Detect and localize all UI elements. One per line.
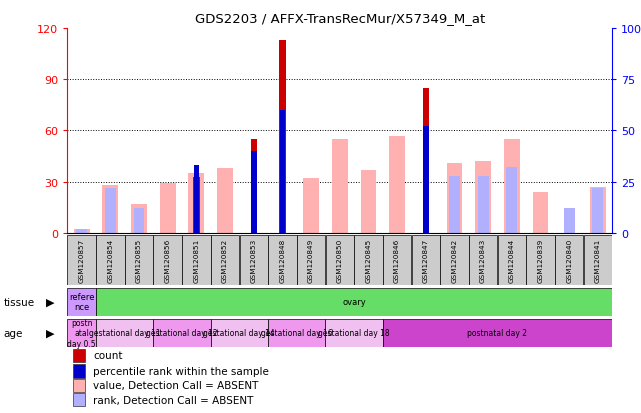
Title: GDS2203 / AFFX-TransRecMur/X57349_M_at: GDS2203 / AFFX-TransRecMur/X57349_M_at <box>195 12 485 25</box>
Bar <box>72 349 85 362</box>
Text: ▶: ▶ <box>46 328 54 338</box>
Bar <box>360 170 376 233</box>
Bar <box>469 235 497 285</box>
Bar <box>422 88 429 233</box>
Bar <box>72 365 85 378</box>
Bar <box>354 235 383 285</box>
Bar <box>526 235 554 285</box>
Text: GSM120848: GSM120848 <box>279 238 285 282</box>
Text: GSM120852: GSM120852 <box>222 238 228 282</box>
Text: GSM120847: GSM120847 <box>423 238 429 282</box>
Text: tissue: tissue <box>3 297 35 307</box>
Bar <box>297 235 325 285</box>
Text: postnatal day 2: postnatal day 2 <box>467 328 528 337</box>
Bar <box>105 188 116 233</box>
Bar <box>412 235 440 285</box>
Bar <box>478 176 488 233</box>
Bar <box>389 136 405 233</box>
Text: gestational day 18: gestational day 18 <box>318 328 390 337</box>
Text: postn
atal
day 0.5: postn atal day 0.5 <box>67 318 96 348</box>
Bar <box>182 235 210 285</box>
Text: refere
nce: refere nce <box>69 292 94 311</box>
Text: GSM120844: GSM120844 <box>509 238 515 282</box>
Bar <box>326 319 383 347</box>
Bar <box>423 127 429 233</box>
Text: GSM120841: GSM120841 <box>595 238 601 282</box>
Bar <box>67 288 96 316</box>
Text: GSM120856: GSM120856 <box>165 238 171 282</box>
Bar <box>268 235 297 285</box>
Bar <box>506 168 517 233</box>
Text: gestational day 12: gestational day 12 <box>146 328 218 337</box>
Bar <box>133 209 144 233</box>
Text: GSM120851: GSM120851 <box>194 238 199 282</box>
Bar <box>555 235 583 285</box>
Text: percentile rank within the sample: percentile rank within the sample <box>93 366 269 376</box>
Bar <box>268 319 326 347</box>
Bar <box>131 204 147 233</box>
Text: age: age <box>3 328 22 338</box>
Text: GSM120853: GSM120853 <box>251 238 256 282</box>
Bar <box>211 235 239 285</box>
Text: gestational day 16: gestational day 16 <box>261 328 333 337</box>
Bar <box>67 319 96 347</box>
Bar <box>383 319 612 347</box>
Bar <box>332 140 347 233</box>
Text: GSM120839: GSM120839 <box>537 238 544 282</box>
Bar <box>188 174 204 233</box>
Bar <box>583 235 612 285</box>
Bar <box>279 111 285 233</box>
Text: GSM120855: GSM120855 <box>136 238 142 282</box>
Text: value, Detection Call = ABSENT: value, Detection Call = ABSENT <box>93 380 258 391</box>
Text: ovary: ovary <box>342 297 366 306</box>
Bar <box>440 235 469 285</box>
Text: GSM120840: GSM120840 <box>566 238 572 282</box>
Bar <box>194 166 199 233</box>
Bar <box>217 169 233 233</box>
Bar <box>475 162 491 233</box>
Text: gestational day 14: gestational day 14 <box>203 328 275 337</box>
Bar <box>125 235 153 285</box>
Bar <box>153 235 182 285</box>
Bar <box>590 188 606 233</box>
Text: GSM120842: GSM120842 <box>451 238 458 282</box>
Text: gestational day 11: gestational day 11 <box>89 328 160 337</box>
Bar <box>153 319 211 347</box>
Bar <box>563 209 574 233</box>
Text: ▶: ▶ <box>46 297 54 307</box>
Bar <box>383 235 412 285</box>
Bar <box>449 176 460 233</box>
Bar <box>193 177 199 233</box>
Bar <box>72 393 85 406</box>
Text: GSM120843: GSM120843 <box>480 238 486 282</box>
Text: rank, Detection Call = ABSENT: rank, Detection Call = ABSENT <box>93 395 253 405</box>
Bar <box>592 188 603 233</box>
Text: GSM120857: GSM120857 <box>79 238 85 282</box>
Bar <box>497 235 526 285</box>
Bar <box>67 235 96 285</box>
Bar <box>240 235 268 285</box>
Bar <box>251 152 256 233</box>
Text: GSM120850: GSM120850 <box>337 238 343 282</box>
Bar <box>96 319 153 347</box>
Text: GSM120854: GSM120854 <box>107 238 113 282</box>
Bar <box>251 140 257 233</box>
Bar <box>72 379 85 392</box>
Bar <box>326 235 354 285</box>
Bar <box>279 41 285 233</box>
Bar <box>504 140 520 233</box>
Text: count: count <box>93 351 122 361</box>
Bar <box>211 319 268 347</box>
Bar <box>533 192 548 233</box>
Bar <box>96 235 124 285</box>
Bar <box>303 179 319 233</box>
Text: GSM120845: GSM120845 <box>365 238 371 282</box>
Bar <box>103 186 118 233</box>
Text: GSM120849: GSM120849 <box>308 238 314 282</box>
Bar <box>74 230 90 233</box>
Bar <box>160 184 176 233</box>
Bar <box>76 229 87 233</box>
Text: GSM120846: GSM120846 <box>394 238 400 282</box>
Bar <box>447 164 462 233</box>
